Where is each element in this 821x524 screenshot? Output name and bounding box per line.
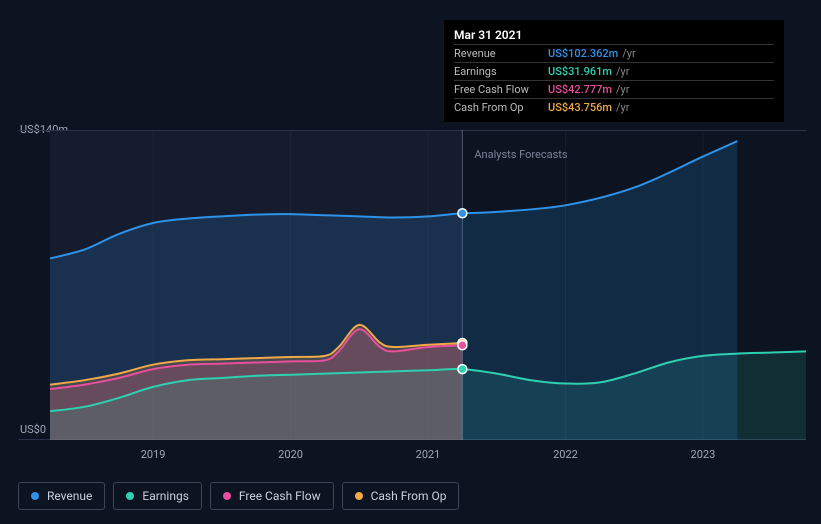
x-axis-tick-label: 2020 [278,448,303,461]
tooltip-row-label: Cash From Op [454,101,548,114]
x-axis-tick-label: 2022 [553,448,578,461]
tooltip-row-value: US$42.777m [548,83,612,96]
legend-dot-icon [31,492,39,500]
legend-item[interactable]: Cash From Op [342,482,460,510]
legend-label: Revenue [47,489,92,503]
tooltip-row-label: Revenue [454,47,548,60]
tooltip-row: EarningsUS$31.961m/yr [454,62,774,80]
tooltip-row-unit: /yr [622,47,635,60]
x-axis-tick-label: 2019 [141,448,166,461]
tooltip-row-value: US$102.362m [548,47,618,60]
chart-legend: Revenue Earnings Free Cash Flow Cash From O… [18,482,459,510]
tooltip-date: Mar 31 2021 [454,26,774,44]
legend-dot-icon [355,492,363,500]
financial-chart: Mar 31 2021 RevenueUS$102.362m/yrEarning… [0,0,821,524]
tooltip-row-unit: /yr [616,83,629,96]
chart-plot-area[interactable] [18,130,806,440]
x-axis-tick-label: 2023 [691,448,716,461]
chart-tooltip: Mar 31 2021 RevenueUS$102.362m/yrEarning… [444,20,784,122]
tooltip-row-label: Earnings [454,65,548,78]
tooltip-row: Cash From OpUS$43.756m/yr [454,98,774,116]
tooltip-row: Free Cash FlowUS$42.777m/yr [454,80,774,98]
tooltip-row-unit: /yr [616,65,629,78]
legend-item[interactable]: Revenue [18,482,105,510]
legend-dot-icon [223,492,231,500]
tooltip-row-unit: /yr [616,101,629,114]
chart-svg [18,130,806,440]
legend-item[interactable]: Earnings [113,482,202,510]
legend-label: Earnings [142,489,189,503]
tooltip-row-value: US$43.756m [548,101,612,114]
tooltip-row-label: Free Cash Flow [454,83,548,96]
tooltip-rows: RevenueUS$102.362m/yrEarningsUS$31.961m/… [454,44,774,116]
x-axis-tick-label: 2021 [416,448,441,461]
tooltip-row: RevenueUS$102.362m/yr [454,44,774,62]
legend-label: Free Cash Flow [239,489,321,503]
tooltip-row-value: US$31.961m [548,65,612,78]
legend-dot-icon [126,492,134,500]
x-axis-labels: 2019 2020 2021 2022 2023 [18,448,806,468]
legend-label: Cash From Op [371,489,447,503]
legend-item[interactable]: Free Cash Flow [210,482,334,510]
